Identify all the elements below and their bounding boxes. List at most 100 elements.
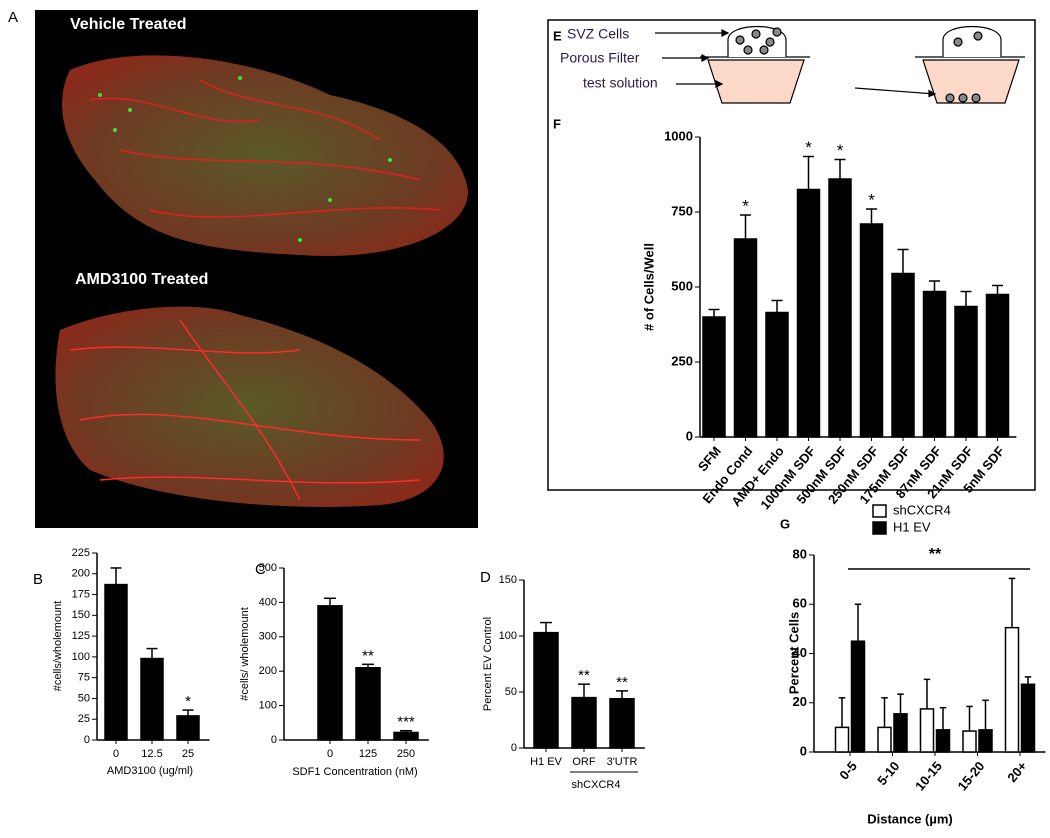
bar: [834, 726, 850, 753]
y-axis-label: #cells/ wholemount: [239, 607, 251, 701]
y-tick-label: 40: [793, 645, 807, 660]
significance: *: [185, 693, 191, 710]
bar: [935, 729, 951, 753]
x-tick-label: 0-5: [836, 758, 860, 782]
bar: [859, 223, 884, 438]
y-tick-label: 100: [499, 630, 517, 642]
legend-swatch: [872, 521, 887, 535]
y-tick-label: 1000: [664, 128, 693, 143]
y-axis-label: Percent Cells: [786, 612, 801, 694]
bar: [104, 583, 128, 741]
image-label: Vehicle Treated: [70, 16, 187, 33]
bar: [317, 605, 343, 741]
y-tick-label: 50: [505, 686, 517, 698]
cells: [98, 76, 392, 242]
y-tick-label: 200: [259, 665, 277, 677]
x-tick-label: ORF: [572, 756, 596, 768]
y-tick-label: 200: [72, 568, 90, 580]
bar: [985, 293, 1010, 438]
bar: [893, 713, 908, 753]
panel-letter: E: [553, 28, 562, 43]
panel-frame: [547, 19, 1036, 491]
y-tick-label: 500: [671, 278, 693, 293]
diagram-label: SVZ Cells: [567, 26, 629, 42]
panel-letter: D: [480, 569, 491, 586]
panel-letter: C: [255, 561, 266, 578]
significance: *: [805, 138, 812, 157]
vessels: [69, 319, 421, 501]
bar: [850, 640, 866, 753]
y-tick-label: 20: [793, 694, 807, 709]
significance: *: [742, 196, 749, 215]
y-tick-label: 0: [800, 743, 807, 758]
y-tick-label: 100: [259, 700, 277, 712]
bar: [891, 272, 915, 438]
y-tick-label: 300: [259, 631, 277, 643]
y-tick-label: 50: [78, 692, 90, 704]
panel-letter: A: [8, 9, 18, 26]
x-axis-label: SDF1 Concentration (nM): [292, 766, 417, 778]
y-tick-label: 0: [271, 734, 277, 746]
y-tick-label: 60: [793, 596, 807, 611]
diagram-label: test solution: [583, 75, 658, 91]
bar: [828, 178, 852, 438]
bar: [533, 631, 559, 749]
x-tick-label: 15-20: [955, 758, 988, 793]
x-tick-label: 250: [397, 748, 415, 760]
significance: *: [868, 190, 875, 209]
y-tick-label: 250: [671, 353, 693, 368]
x-tick-label: 3'UTR: [607, 756, 638, 768]
bar: [355, 667, 381, 741]
y-tick-label: 150: [499, 574, 517, 586]
significance: ***: [397, 714, 415, 731]
legend-label: shCXCR4: [893, 502, 951, 517]
x-axis-label: AMD3100 (ug/ml): [107, 765, 193, 777]
x-axis-label: Distance (µm): [867, 811, 953, 826]
y-tick-label: 75: [78, 672, 90, 684]
y-tick-label: 0: [511, 742, 517, 754]
x-tick-label: SFM: [695, 443, 724, 474]
y-tick-label: 500: [259, 562, 277, 574]
y-tick-label: 150: [72, 609, 90, 621]
bar: [765, 311, 789, 438]
bar: [877, 726, 892, 753]
y-tick-label: 0: [84, 734, 90, 746]
tissue-image: [55, 306, 444, 507]
bar: [1004, 626, 1020, 753]
y-tick-label: 100: [72, 651, 90, 663]
y-tick-label: 0: [686, 428, 693, 443]
legend-label: H1 EV: [893, 519, 931, 534]
y-tick-label: 400: [259, 596, 277, 608]
y-tick-label: 225: [72, 547, 90, 559]
bar: [954, 305, 978, 438]
x-tick-label: 0: [327, 748, 333, 760]
y-tick-label: 25: [78, 713, 90, 725]
bar: [978, 729, 993, 753]
diagram-label: Porous Filter: [560, 50, 640, 66]
significance: **: [578, 667, 590, 684]
significance: **: [362, 647, 374, 664]
panel-letter: G: [780, 516, 790, 531]
x-tick-label: 25: [182, 748, 194, 760]
x-tick-label: 20+: [1004, 758, 1030, 785]
y-axis-label: # of Cells/Well: [641, 243, 656, 331]
legend-swatch: [872, 504, 887, 518]
tissue-image: [62, 55, 469, 256]
x-tick-label: 125: [359, 748, 377, 760]
x-tick-label: 5-10: [874, 758, 902, 788]
vessels: [89, 79, 441, 218]
bar: [919, 708, 935, 753]
bar: [393, 731, 419, 741]
bar: [176, 715, 200, 741]
y-tick-label: 750: [671, 203, 693, 218]
significance: **: [616, 674, 628, 691]
bar: [571, 696, 597, 749]
x-tick-label: H1 EV: [530, 756, 562, 768]
bar: [922, 290, 947, 438]
x-tick-label: 12.5: [141, 748, 162, 760]
bar: [796, 188, 821, 438]
annotation: **: [929, 546, 942, 563]
panel-letter: B: [33, 571, 43, 588]
y-axis-label: Percent EV Control: [482, 617, 494, 711]
bar: [609, 697, 635, 749]
